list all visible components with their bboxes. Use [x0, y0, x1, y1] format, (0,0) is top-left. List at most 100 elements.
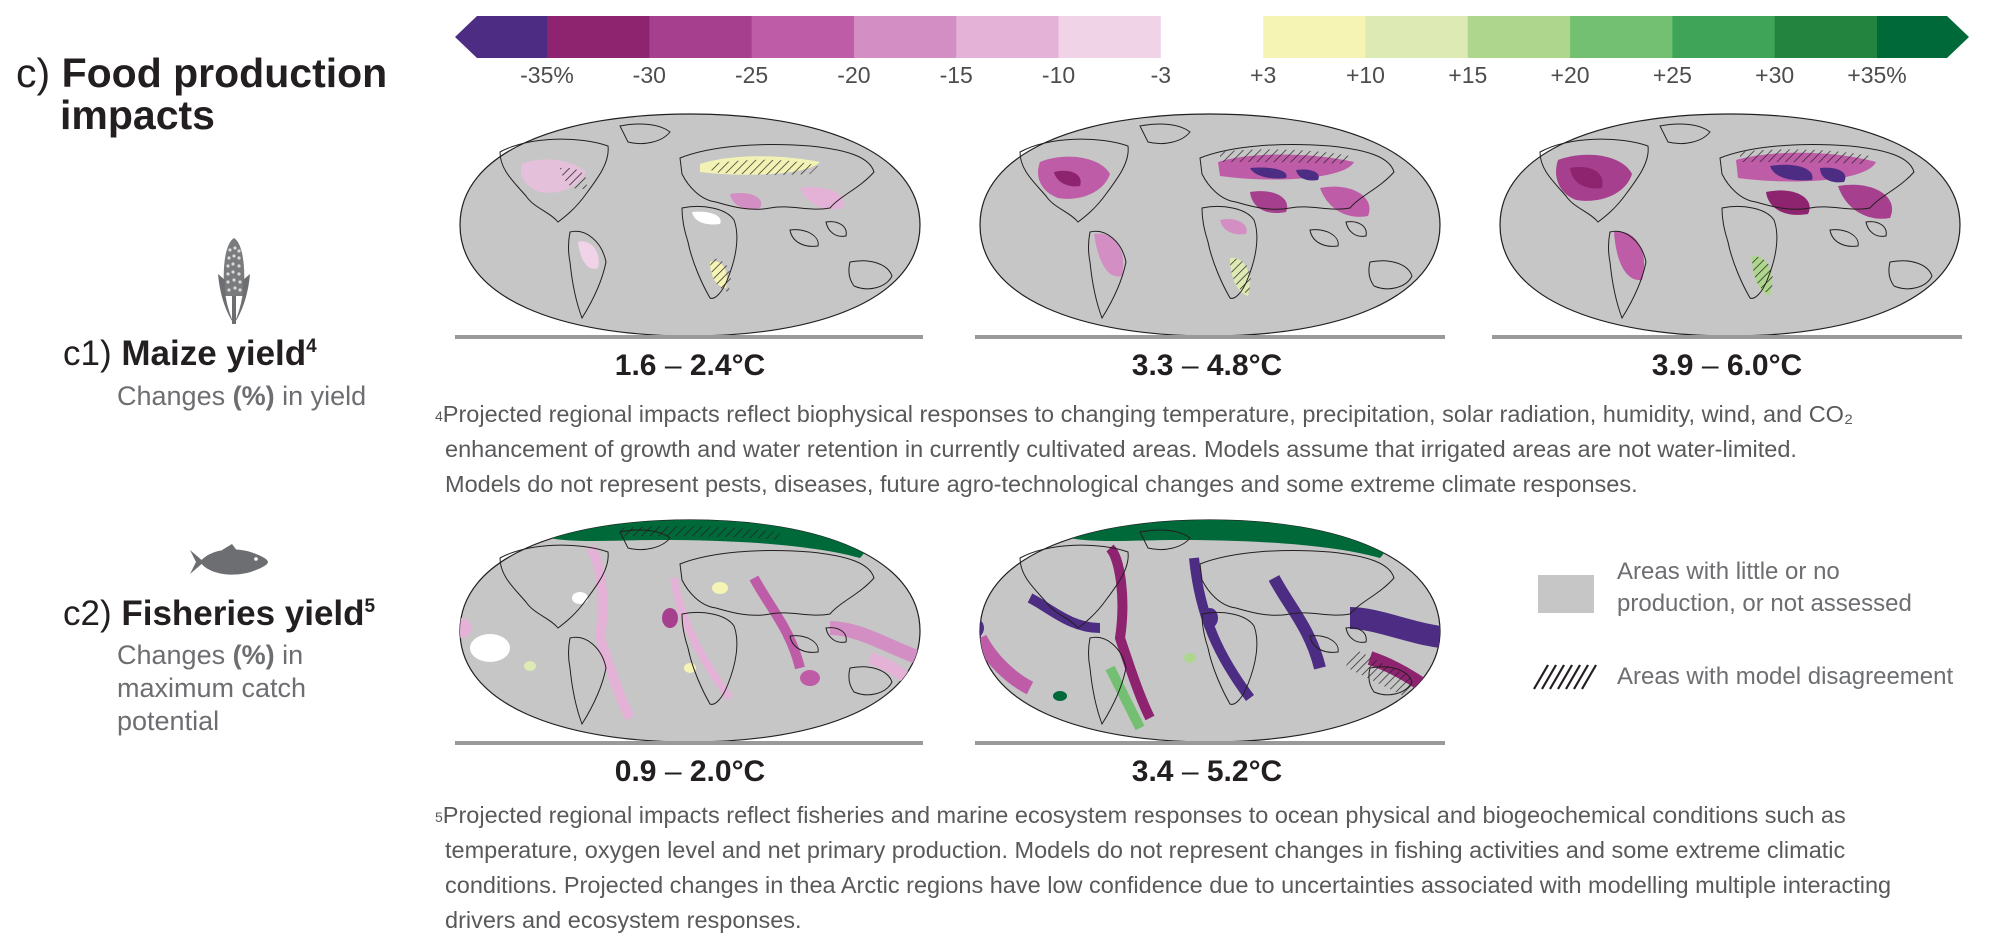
- colorbar-cell: [1877, 16, 1969, 58]
- fisheries-temp-2-dash: –: [1181, 755, 1199, 788]
- maize-temp-1-high: 2.4°C: [689, 349, 766, 382]
- legend-hatch-swatch: [1533, 664, 1597, 690]
- colorbar-tick-label: -30: [632, 62, 666, 88]
- legend-gray-line2: production, or not assessed: [1617, 590, 1912, 617]
- maize-temp-3-dash: –: [1701, 349, 1719, 382]
- fisheries-map-1-overlay: [460, 520, 920, 727]
- maize-description: Changes (%) in yield: [117, 380, 366, 413]
- colorbar-cell: [649, 16, 753, 58]
- maize-temp-2-dash: –: [1181, 349, 1199, 382]
- maize-footnote: 4Projected regional impacts reflect biop…: [435, 397, 1995, 502]
- colorbar-tick-label: -20: [837, 62, 871, 88]
- maize-number: c1): [63, 334, 112, 373]
- colorbar-tick-label: -25: [734, 62, 769, 88]
- fisheries-heading: c2) Fisheries yield5: [63, 594, 375, 634]
- fisheries-note-mark: 5: [435, 809, 443, 825]
- colorbar-cell: [1570, 16, 1673, 58]
- maize-note-mark: 4: [435, 408, 443, 424]
- fisheries-title: Fisheries yield: [121, 594, 365, 633]
- colorbar-tick-label: +3: [1250, 62, 1277, 88]
- colorbar-cell: [1160, 16, 1264, 58]
- section-title-line2: impacts: [60, 92, 215, 138]
- maize-note-line3: Models do not represent pests, diseases,…: [445, 471, 1638, 497]
- colorbar-tick-label: +30: [1755, 62, 1795, 88]
- maize-map-1-baseline: [455, 335, 923, 339]
- fisheries-desc-line3: potential: [117, 706, 220, 736]
- maize-temp-3: 3.9 – 6.0°C: [1652, 349, 1802, 383]
- maize-temp-3-high: 6.0°C: [1726, 349, 1803, 382]
- maize-temp-1-dash: –: [664, 349, 682, 382]
- maize-map-3-overlay: [1556, 149, 1893, 296]
- colorbar-cell: [1467, 16, 1571, 58]
- fisheries-map-1: [459, 519, 921, 743]
- fisheries-temp-1-low: 0.9: [614, 755, 657, 788]
- colorbar-cell: [956, 16, 1060, 58]
- colorbar-tick-label: -3: [1150, 62, 1172, 88]
- section-letter: c): [16, 50, 51, 96]
- fisheries-footnote: 5Projected regional impacts reflect fish…: [435, 798, 2005, 938]
- maize-temp-3-low: 3.9: [1651, 349, 1694, 382]
- maize-temp-2-low: 3.3: [1131, 349, 1174, 382]
- legend-gray-swatch: [1538, 575, 1594, 613]
- fish-icon: [190, 544, 268, 575]
- legend-gray-line1: Areas with little or no: [1617, 558, 1840, 585]
- fisheries-temp-1: 0.9 – 2.0°C: [615, 755, 765, 789]
- maize-title: Maize yield: [121, 334, 307, 373]
- colorbar-tick-label: +25: [1652, 62, 1692, 88]
- fisheries-temp-2-high: 5.2°C: [1206, 755, 1283, 788]
- fisheries-note-line2: temperature, oxygen level and net primar…: [445, 837, 1846, 863]
- section-title: c) Food production impacts: [16, 52, 387, 136]
- maize-desc-pre: Changes: [117, 381, 233, 411]
- fisheries-temp-2-low: 3.4: [1131, 755, 1174, 788]
- fisheries-temp-2: 3.4 – 5.2°C: [1132, 755, 1282, 789]
- colorbar-cell: [1774, 16, 1878, 58]
- fisheries-desc-unit: (%): [232, 640, 275, 670]
- corn-icon: [218, 238, 250, 324]
- maize-note-line2: enhancement of growth and water retentio…: [445, 436, 1797, 462]
- colorbar-cell: [1263, 16, 1366, 58]
- colorbar-cell: [547, 16, 650, 58]
- colorbar-tick-label: -10: [1041, 62, 1076, 88]
- maize-footnote-mark: 4: [306, 336, 317, 357]
- maize-desc-unit: (%): [232, 381, 275, 411]
- fisheries-desc-pre: Changes: [117, 640, 233, 670]
- maize-heading: c1) Maize yield4: [63, 334, 317, 374]
- colorbar-cell: [853, 16, 957, 58]
- maize-temp-1-low: 1.6: [614, 349, 657, 382]
- legend-gray-label: Areas with little or no production, or n…: [1617, 556, 1912, 620]
- maize-map-1-overlay: [520, 156, 844, 292]
- fisheries-number: c2): [63, 594, 112, 633]
- maize-map-1: [459, 113, 921, 337]
- colorbar-cell: [751, 16, 855, 58]
- colorbar-tick-label: -35%: [520, 62, 574, 88]
- colorbar-tick-label: +35%: [1847, 62, 1907, 88]
- section-title-line1: Food production: [61, 50, 388, 96]
- fisheries-note-line3: conditions. Projected changes in thea Ar…: [445, 872, 1892, 898]
- colorbar-tick-label: +20: [1550, 62, 1590, 88]
- fisheries-map-1-baseline: [455, 741, 923, 745]
- maize-map-2-overlay: [1038, 149, 1370, 296]
- maize-temp-2: 3.3 – 4.8°C: [1132, 349, 1282, 383]
- maize-map-2: [979, 113, 1441, 337]
- fisheries-description: Changes (%) in maximum catch potential: [117, 639, 306, 738]
- maize-temp-1: 1.6 – 2.4°C: [615, 349, 765, 383]
- maize-map-3-baseline: [1492, 335, 1962, 339]
- fisheries-note-line1: Projected regional impacts reflect fishe…: [442, 802, 1846, 828]
- fisheries-desc-line2: maximum catch: [117, 673, 307, 703]
- maize-map-2-baseline: [975, 335, 1445, 339]
- colorbar: [455, 16, 1969, 58]
- maize-note-line1: Projected regional impacts reflect bioph…: [442, 401, 1854, 427]
- maize-temp-2-high: 4.8°C: [1206, 349, 1283, 382]
- maize-map-3: [1499, 113, 1961, 337]
- fisheries-map-2: [979, 519, 1441, 743]
- fisheries-temp-1-dash: –: [664, 755, 682, 788]
- colorbar-cell: [455, 16, 547, 58]
- colorbar-tick-label: +10: [1345, 62, 1385, 88]
- colorbar-tick-label: -15: [939, 62, 973, 88]
- colorbar-tick-label: +15: [1448, 62, 1488, 88]
- legend-hatch-label: Areas with model disagreement: [1617, 663, 1954, 690]
- colorbar-cell: [1672, 16, 1776, 58]
- maize-desc-post: in yield: [274, 381, 367, 411]
- fisheries-map-2-baseline: [975, 741, 1445, 745]
- fisheries-temp-1-high: 2.0°C: [689, 755, 766, 788]
